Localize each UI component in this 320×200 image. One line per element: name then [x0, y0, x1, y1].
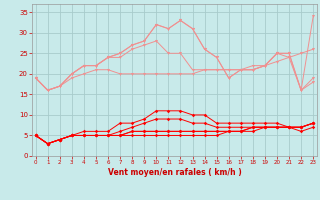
X-axis label: Vent moyen/en rafales ( km/h ): Vent moyen/en rafales ( km/h ) [108, 168, 241, 177]
